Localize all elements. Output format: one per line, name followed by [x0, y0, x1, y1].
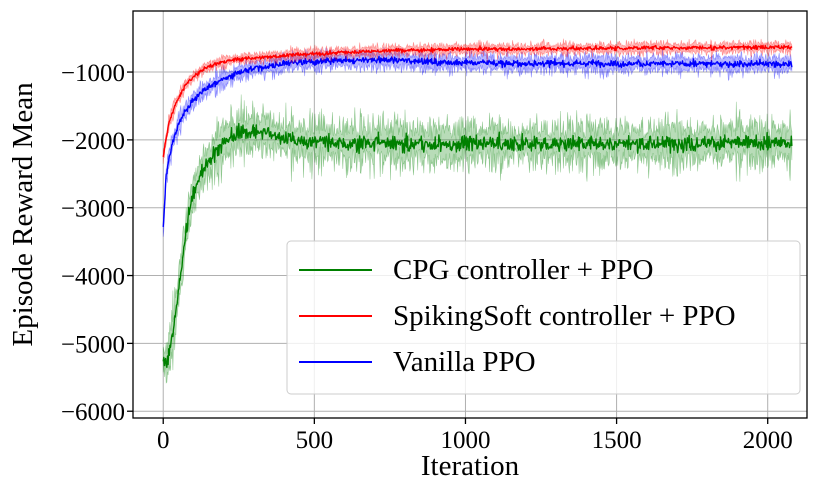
y-axis-ticks: −6000 −5000 −4000 −3000 −2000 −1000 [61, 60, 133, 426]
series-line-0 [162, 122, 793, 369]
legend-label-1: SpikingSoft controller + PPO [393, 300, 736, 332]
y-tick-label: −6000 [61, 399, 125, 426]
plot-frame [132, 10, 808, 419]
legend-label-2: Vanilla PPO [393, 346, 536, 378]
x-tick-label: 1500 [592, 427, 642, 454]
x-axis-label: Iteration [421, 450, 520, 482]
x-tick-label: 500 [296, 427, 334, 454]
x-tick-label: 2000 [743, 427, 793, 454]
y-tick-label: −4000 [61, 264, 125, 291]
y-tick-label: −5000 [61, 331, 125, 358]
series-line-2 [162, 55, 793, 227]
x-tick-label: 0 [157, 427, 170, 454]
series-band-1 [162, 38, 793, 164]
legend-label-0: CPG controller + PPO [393, 254, 653, 286]
legend: CPG controller + PPO SpikingSoft controll… [286, 240, 801, 395]
grid-lines [133, 11, 807, 418]
legend-box [286, 240, 801, 395]
x-axis-ticks: 0 500 1000 1500 2000 [157, 418, 793, 454]
series-line-1 [162, 44, 793, 158]
y-tick-label: −2000 [61, 128, 125, 155]
legend-items: CPG controller + PPO SpikingSoft controll… [299, 254, 736, 378]
series-band-0 [162, 94, 793, 384]
y-tick-label: −1000 [61, 60, 125, 87]
y-axis-label: Episode Reward Mean [7, 82, 39, 347]
x-tick-label: 1000 [440, 427, 490, 454]
plot-area [162, 38, 793, 384]
y-tick-label: −3000 [61, 196, 125, 223]
